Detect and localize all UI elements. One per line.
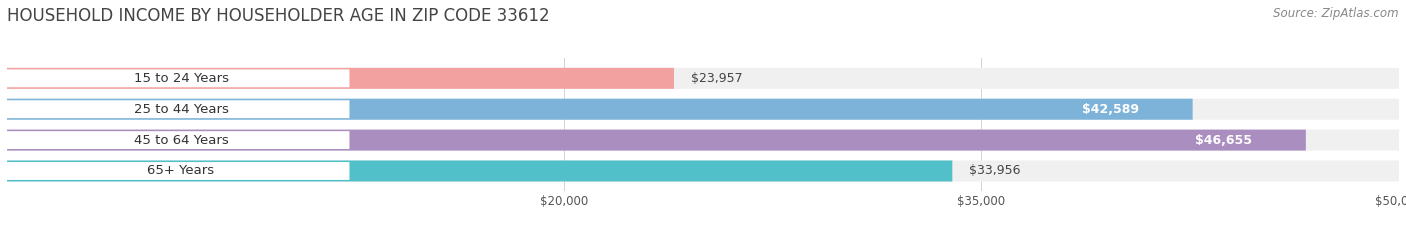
FancyBboxPatch shape: [7, 68, 1399, 89]
FancyBboxPatch shape: [1, 69, 350, 87]
Text: 15 to 24 Years: 15 to 24 Years: [134, 72, 229, 85]
Text: $23,957: $23,957: [690, 72, 742, 85]
FancyBboxPatch shape: [1, 162, 350, 180]
FancyBboxPatch shape: [1, 100, 350, 118]
Text: 25 to 44 Years: 25 to 44 Years: [134, 103, 228, 116]
FancyBboxPatch shape: [7, 99, 1399, 120]
Text: Source: ZipAtlas.com: Source: ZipAtlas.com: [1274, 7, 1399, 20]
FancyBboxPatch shape: [1033, 102, 1187, 117]
Text: HOUSEHOLD INCOME BY HOUSEHOLDER AGE IN ZIP CODE 33612: HOUSEHOLD INCOME BY HOUSEHOLDER AGE IN Z…: [7, 7, 550, 25]
FancyBboxPatch shape: [1147, 133, 1301, 148]
FancyBboxPatch shape: [7, 161, 952, 182]
FancyBboxPatch shape: [7, 68, 673, 89]
FancyBboxPatch shape: [7, 130, 1306, 151]
FancyBboxPatch shape: [7, 130, 1399, 151]
Text: $42,589: $42,589: [1083, 103, 1139, 116]
FancyBboxPatch shape: [1, 131, 350, 149]
Text: 45 to 64 Years: 45 to 64 Years: [134, 134, 228, 147]
FancyBboxPatch shape: [7, 99, 1192, 120]
Text: $33,956: $33,956: [969, 164, 1021, 178]
FancyBboxPatch shape: [7, 161, 1399, 182]
Text: 65+ Years: 65+ Years: [148, 164, 215, 178]
Text: $46,655: $46,655: [1195, 134, 1253, 147]
